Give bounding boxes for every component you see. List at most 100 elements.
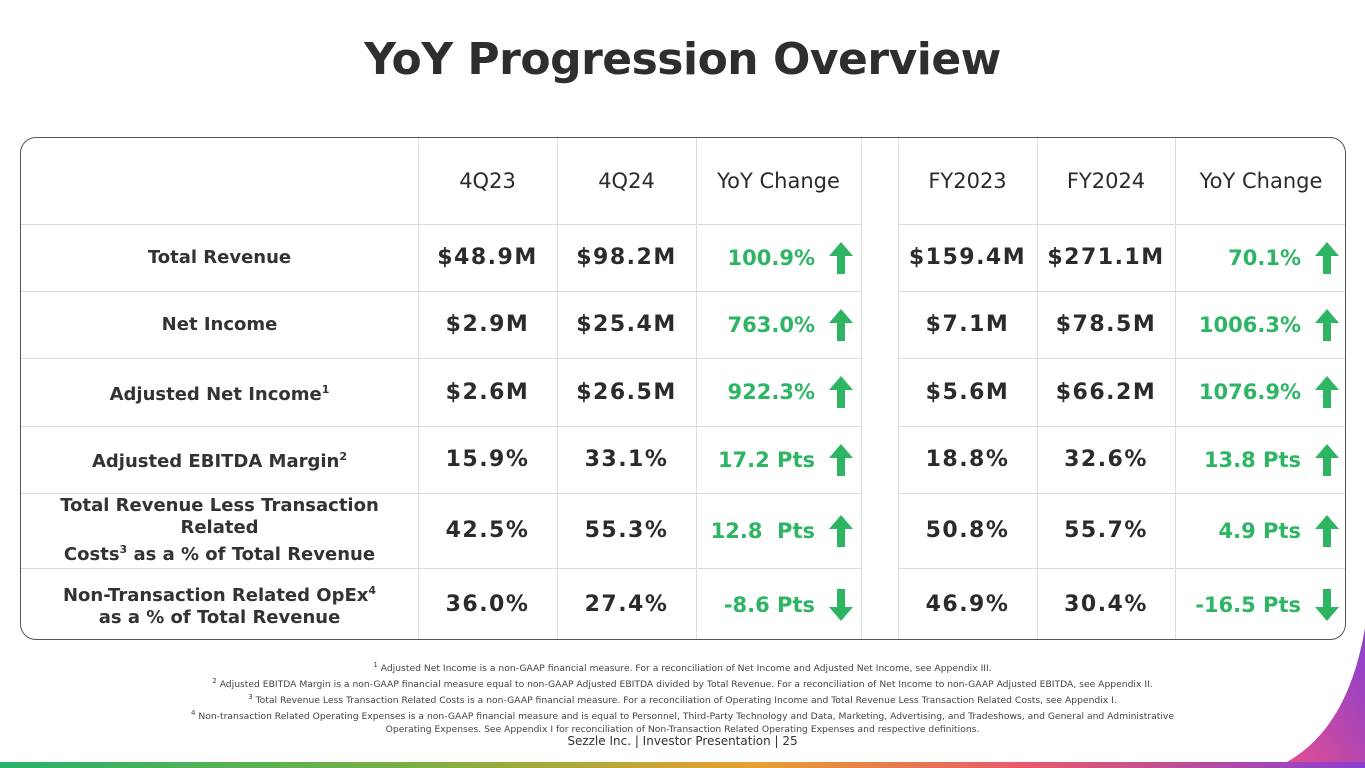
row-divider (898, 493, 1345, 494)
value-4q23: $2.9M (445, 312, 530, 337)
row-label: Net Income (21, 291, 418, 358)
arrow-up-icon (1315, 308, 1339, 341)
arrow-up-icon (1315, 514, 1339, 547)
footnote-line: 4 Non-transaction Related Operating Expe… (190, 709, 1175, 723)
value-fy2024: 32.6% (1064, 447, 1148, 472)
row-divider (21, 291, 861, 292)
value-4q24: $26.5M (576, 379, 677, 405)
row-label-text: Total Revenue (147, 246, 292, 268)
yoy-change-year: 1076.9% (1175, 358, 1345, 426)
value-fy2024: 55.7% (1064, 518, 1148, 543)
column-header: FY2023 (928, 169, 1007, 193)
value-fy2023: 50.8% (925, 518, 1010, 543)
value-4q23: $48.9M (437, 245, 538, 270)
yoy-change-quarter: 17.2 Pts (696, 426, 861, 493)
column-header: YoY Change (1199, 169, 1323, 193)
change-value: 12.8 Pts (710, 518, 815, 543)
row-label-text: Adjusted EBITDA Margin2 (91, 450, 348, 472)
footnote-line: 2 Adjusted EBITDA Margin is a non-GAAP f… (212, 677, 1153, 691)
column-divider (1175, 138, 1176, 639)
value-4q24: $98.2M (576, 245, 677, 270)
row-divider (21, 426, 861, 427)
value-4q23: 42.5% (445, 518, 530, 543)
yoy-change-quarter: 763.0% (696, 291, 861, 358)
arrow-up-icon (829, 514, 853, 547)
value-fy2024: $271.1M (1047, 245, 1165, 270)
value-fy2023: 18.8% (925, 447, 1010, 472)
column-divider (861, 138, 862, 639)
corner-swoosh (1275, 628, 1365, 768)
footnotes: 1 Adjusted Net Income is a non-GAAP fina… (0, 659, 1365, 736)
page-title: YoY Progression Overview (364, 34, 1001, 85)
value-fy2023: $5.6M (925, 379, 1010, 405)
column-divider (557, 138, 558, 639)
arrow-up-icon (1315, 241, 1339, 274)
column-divider (696, 138, 697, 639)
yoy-change-quarter: 12.8 Pts (696, 493, 861, 568)
value-4q24: 27.4% (584, 592, 669, 617)
column-header: FY2024 (1066, 169, 1146, 193)
change-value: 1076.9% (1198, 380, 1301, 404)
arrow-up-icon (829, 443, 853, 476)
yoy-change-year: 70.1% (1175, 224, 1345, 291)
yoy-change-year: 1006.3% (1175, 291, 1345, 358)
value-fy2023: $159.4M (908, 245, 1027, 270)
row-divider (898, 568, 1345, 569)
value-4q23: 15.9% (445, 447, 530, 472)
column-divider (898, 138, 899, 639)
row-divider (21, 358, 861, 359)
column-header: 4Q23 (459, 169, 516, 193)
arrow-up-icon (1315, 376, 1339, 408)
change-value: 100.9% (727, 245, 815, 270)
arrow-down-icon (829, 588, 853, 621)
change-value: 1006.3% (1198, 312, 1301, 337)
value-4q23: $2.6M (445, 379, 530, 405)
row-label: Adjusted Net Income1 (21, 358, 418, 426)
yoy-change-quarter: -8.6 Pts (696, 568, 861, 639)
change-value: 4.9 Pts (1218, 518, 1301, 543)
yoy-change-year: -16.5 Pts (1175, 568, 1345, 639)
row-divider (898, 224, 1345, 225)
row-label: Total Revenue Less Transaction Related Co… (21, 493, 418, 568)
row-label-text: Adjusted Net Income1 (109, 382, 330, 405)
column-header: YoY Change (717, 169, 840, 193)
row-label: Non-Transaction Related OpEx4 as a % of T… (21, 568, 418, 639)
yoy-change-year: 4.9 Pts (1175, 493, 1345, 568)
change-value: 17.2 Pts (717, 447, 815, 472)
footnote-line: 1 Adjusted Net Income is a non-GAAP fina… (373, 661, 992, 675)
row-divider (21, 224, 861, 225)
row-label-text: Non-Transaction Related OpEx4 as a % of T… (62, 584, 377, 628)
row-divider (898, 291, 1345, 292)
column-divider (1037, 138, 1038, 639)
footnote-line: Operating Expenses. See Appendix I for r… (385, 724, 980, 736)
value-fy2024: 30.4% (1064, 592, 1148, 617)
row-label-text: Net Income (161, 313, 278, 335)
change-value: 13.8 Pts (1203, 447, 1301, 472)
value-4q24: 55.3% (584, 518, 669, 543)
value-fy2023: $7.1M (925, 312, 1010, 337)
value-fy2024: $78.5M (1055, 312, 1157, 337)
arrow-up-icon (829, 376, 853, 408)
change-value: -16.5 Pts (1195, 592, 1301, 617)
yoy-change-quarter: 100.9% (696, 224, 861, 291)
row-divider (21, 568, 861, 569)
arrow-up-icon (829, 241, 853, 274)
row-label-text: Total Revenue Less Transaction Related Co… (60, 495, 379, 565)
arrow-down-icon (1315, 588, 1339, 621)
change-value: 922.3% (727, 380, 815, 404)
change-value: 70.1% (1228, 245, 1301, 270)
arrow-up-icon (1315, 443, 1339, 476)
value-fy2024: $66.2M (1055, 379, 1157, 405)
bottom-gradient-bar (0, 762, 1365, 768)
column-divider (418, 138, 419, 639)
yoy-change-quarter: 922.3% (696, 358, 861, 426)
value-4q24: 33.1% (584, 447, 669, 472)
arrow-up-icon (829, 308, 853, 341)
row-label: Adjusted EBITDA Margin2 (21, 426, 418, 493)
row-divider (21, 493, 861, 494)
footer: Sezzle Inc. | Investor Presentation | 25 (567, 734, 798, 748)
row-divider (898, 358, 1345, 359)
change-value: 763.0% (727, 312, 815, 337)
value-fy2023: 46.9% (925, 592, 1010, 617)
footnote-line: 3 Total Revenue Less Transaction Related… (248, 693, 1117, 707)
